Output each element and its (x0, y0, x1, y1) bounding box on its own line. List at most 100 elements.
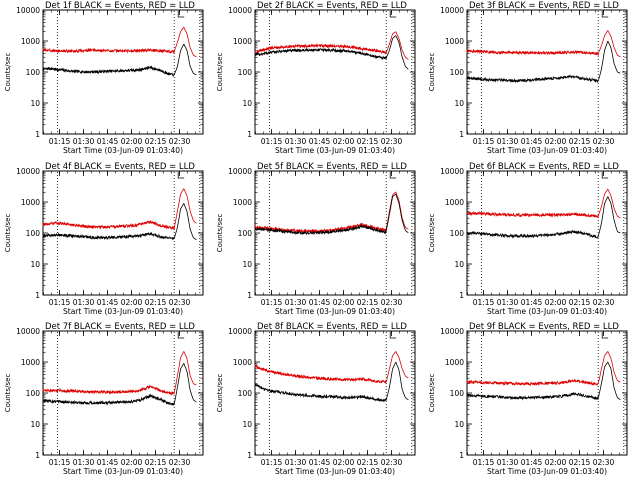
series-line-lld (466, 351, 621, 387)
x-tick-label: 01:30 (285, 137, 307, 146)
x-tick-label: 01:45 (309, 137, 331, 146)
series-line-events (254, 35, 409, 70)
x-tick-label: 02:00 (333, 458, 355, 467)
y-tick-label: 1 (35, 451, 40, 460)
interval-bracket-mark (601, 332, 609, 339)
panel-title: Det 9f BLACK = Events, RED = LLD (469, 322, 619, 332)
x-axis-label: Start Time (03-Jun-09 01:03:40) (487, 146, 607, 155)
x-tick-label: 01:30 (73, 298, 95, 307)
x-tick-label: 02:00 (121, 458, 143, 467)
y-tick-label: 10 (30, 420, 40, 429)
y-axis-label: Counts/sec (216, 214, 224, 253)
series-line-events (466, 40, 621, 84)
interval-bracket-mark (177, 11, 185, 18)
interval-bracket-mark (601, 172, 609, 179)
y-tick-label: 10000 (16, 327, 40, 336)
panel-title: Det 7f BLACK = Events, RED = LLD (45, 322, 195, 332)
chart-panel-2: Det 2f BLACK = Events, RED = LLD 1 10 100 10… (216, 1, 416, 155)
series-line-events (254, 193, 409, 236)
series-line-lld (466, 30, 621, 58)
x-tick-label: 02:30 (593, 298, 615, 307)
x-tick-label: 02:30 (593, 458, 615, 467)
chart-panel-8: Det 8f BLACK = Events, RED = LLD 1 10 100 10… (216, 322, 416, 476)
y-tick-label: 10000 (16, 6, 40, 15)
x-tick-label: 02:30 (381, 298, 403, 307)
x-axis-label: Start Time (03-Jun-09 01:03:40) (63, 467, 183, 476)
y-tick-label: 10000 (16, 167, 40, 176)
y-tick-label: 1000 (233, 358, 252, 367)
x-axis-label: Start Time (03-Jun-09 01:03:40) (275, 307, 395, 316)
series-line-events (254, 361, 409, 403)
x-tick-label: 02:15 (145, 298, 167, 307)
x-tick-label: 02:30 (169, 298, 191, 307)
x-axis-label: Start Time (03-Jun-09 01:03:40) (487, 467, 607, 476)
panel-title: Det 6f BLACK = Events, RED = LLD (469, 162, 619, 172)
panel-title: Det 4f BLACK = Events, RED = LLD (45, 162, 195, 172)
plot-frame (42, 170, 204, 296)
series-line-events (42, 43, 197, 77)
panel-title: Det 8f BLACK = Events, RED = LLD (257, 322, 407, 332)
y-axis-label: Counts/sec (428, 53, 436, 92)
y-tick-label: 1 (459, 451, 464, 460)
y-tick-label: 100 (450, 229, 465, 238)
x-tick-label: 01:15 (473, 298, 495, 307)
x-axis-label: Start Time (03-Jun-09 01:03:40) (275, 146, 395, 155)
x-tick-label: 01:45 (97, 458, 119, 467)
plot-frame (466, 9, 628, 135)
series-line-lld (466, 188, 621, 219)
y-tick-label: 10 (30, 260, 40, 269)
panel-title: Det 3f BLACK = Events, RED = LLD (469, 1, 619, 11)
y-tick-label: 100 (238, 68, 253, 77)
plot-frame (254, 9, 416, 135)
x-tick-label: 02:15 (357, 458, 379, 467)
x-tick-label: 01:45 (309, 458, 331, 467)
x-tick-label: 02:30 (381, 458, 403, 467)
x-tick-label: 02:30 (169, 137, 191, 146)
series-line-events (466, 196, 621, 239)
x-tick-label: 02:00 (545, 458, 567, 467)
y-tick-label: 10000 (440, 167, 464, 176)
y-tick-label: 1 (35, 291, 40, 300)
y-tick-label: 10 (454, 420, 464, 429)
x-tick-label: 01:15 (49, 137, 71, 146)
y-tick-label: 1000 (445, 358, 464, 367)
chart-panel-5: Det 5f BLACK = Events, RED = LLD 1 10 100 10… (216, 162, 416, 316)
x-tick-label: 02:00 (333, 298, 355, 307)
y-tick-label: 100 (238, 229, 253, 238)
y-tick-label: 10000 (228, 327, 252, 336)
series-line-lld (42, 188, 197, 230)
y-tick-label: 10 (242, 99, 252, 108)
y-tick-label: 1 (247, 291, 252, 300)
x-tick-label: 01:15 (49, 458, 71, 467)
x-tick-label: 01:30 (73, 137, 95, 146)
chart-panel-4: Det 4f BLACK = Events, RED = LLD 1 10 100 10… (4, 162, 204, 316)
chart-panel-7: Det 7f BLACK = Events, RED = LLD 1 10 100 10… (4, 322, 204, 476)
y-axis-label: Counts/sec (216, 374, 224, 413)
y-tick-label: 10000 (440, 6, 464, 15)
x-tick-label: 02:15 (145, 137, 167, 146)
x-tick-label: 01:15 (261, 298, 283, 307)
x-tick-label: 01:45 (309, 298, 331, 307)
x-tick-label: 02:15 (357, 137, 379, 146)
chart-panel-1: Det 1f BLACK = Events, RED = LLD 1 10 100 10… (4, 1, 204, 155)
y-tick-label: 1000 (445, 198, 464, 207)
y-tick-label: 1000 (445, 37, 464, 46)
x-tick-label: 02:00 (545, 137, 567, 146)
y-tick-label: 10000 (228, 6, 252, 15)
x-tick-label: 01:30 (285, 298, 307, 307)
y-axis-label: Counts/sec (428, 374, 436, 413)
y-axis-label: Counts/sec (4, 214, 12, 253)
x-tick-label: 01:15 (49, 298, 71, 307)
series-line-events (42, 203, 197, 241)
y-tick-label: 100 (26, 389, 41, 398)
y-axis-label: Counts/sec (4, 53, 12, 92)
interval-bracket-mark (389, 332, 397, 339)
x-tick-label: 01:30 (497, 458, 519, 467)
plot-frame (42, 330, 204, 456)
y-tick-label: 100 (26, 229, 41, 238)
y-tick-label: 10000 (228, 167, 252, 176)
x-tick-label: 02:15 (357, 298, 379, 307)
panel-title: Det 2f BLACK = Events, RED = LLD (257, 1, 407, 11)
y-axis-label: Counts/sec (4, 374, 12, 413)
x-tick-label: 02:30 (593, 137, 615, 146)
